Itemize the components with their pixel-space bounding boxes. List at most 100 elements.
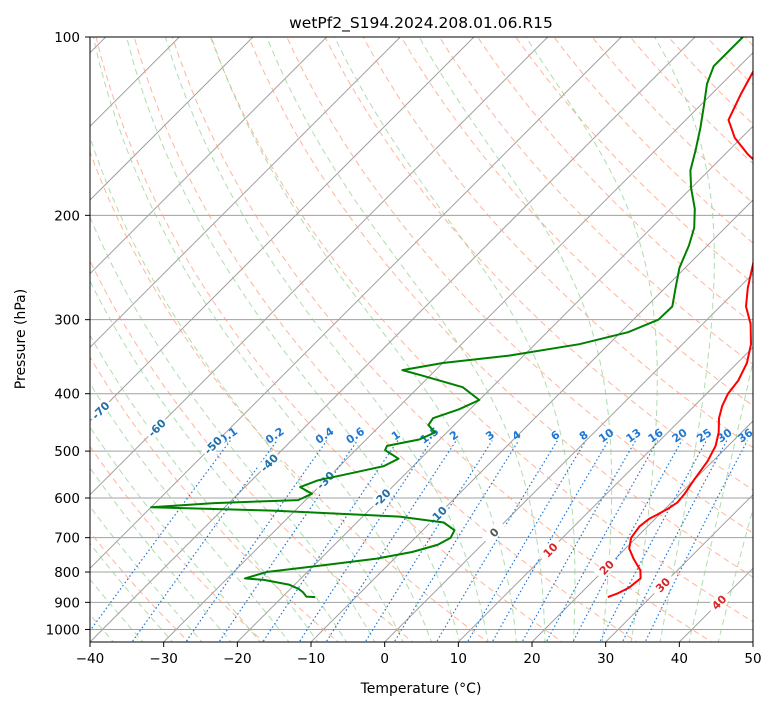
x-tick-label: −20 [223, 651, 252, 667]
y-axis-label: Pressure (hPa) [13, 289, 29, 389]
profile-lines [150, 37, 753, 599]
x-tick-label: 50 [744, 651, 761, 667]
mixing-ratio-line [131, 440, 278, 642]
moist-adiabat-line [90, 542, 174, 642]
dry-adiabat-line [477, 37, 753, 325]
isotherm-label-bg [706, 589, 732, 616]
isotherm-line [605, 493, 753, 642]
isotherm-label-bg [312, 467, 339, 493]
mixing-ratio-line [393, 440, 520, 642]
moist-adiabat-line [210, 37, 518, 642]
isotherm-label-bg [256, 450, 282, 476]
x-tick-label: −40 [76, 651, 105, 667]
moist-adiabat-line [164, 37, 489, 642]
x-tick-label: −30 [149, 651, 178, 667]
isotherm-label-bg [368, 484, 395, 511]
mixing-ratio-line [521, 440, 637, 642]
dry-adiabat-line [95, 37, 564, 642]
dry-adiabat-line [90, 259, 414, 642]
moist-adiabat-line [418, 37, 613, 642]
isotherm-line [90, 37, 549, 496]
x-tick-label: 20 [523, 651, 540, 667]
moist-adiabat-line [90, 334, 319, 642]
dry-adiabat-line [324, 37, 753, 491]
moist-adiabat-line [90, 215, 376, 642]
isotherm-line [90, 37, 328, 275]
mixing-ratio-line [621, 440, 728, 642]
isotherm-line [163, 51, 753, 642]
moist-adiabat-line [525, 37, 658, 642]
isotherm-line [236, 125, 753, 642]
dewpoint-profile-line [150, 37, 744, 599]
chart-title: wetPf2_S194.2024.208.01.06.R15 [289, 14, 553, 33]
mixing-ratio-line [545, 440, 659, 642]
isotherm-label-bg [144, 415, 170, 441]
mixing-ratio-label: 36 [735, 426, 755, 446]
mixing-ratio-line [491, 440, 609, 642]
moist-adiabat-line [90, 279, 347, 642]
x-tick-label: 10 [450, 651, 467, 667]
background-lines [90, 37, 753, 642]
axis-ticks: −40 −30 −20 −10 0 10 20 30 40 50 1000 900 800 700 600 5… [46, 30, 762, 667]
temperature-profile-line [607, 69, 753, 599]
moist-adiabat-line [334, 37, 576, 642]
x-tick-label: 0 [380, 651, 389, 667]
isotherm-label-bg [593, 554, 620, 581]
dry-adiabat-line [90, 445, 265, 642]
y-tick-label: 400 [54, 387, 80, 403]
isotherm-line [531, 420, 753, 642]
moist-adiabat-line [90, 505, 203, 642]
isotherm-line [457, 346, 753, 642]
moist-adiabat-line [654, 37, 715, 642]
isotherm-label-bg [537, 537, 564, 563]
moist-adiabat-line [717, 506, 753, 642]
isotherm-line [90, 37, 696, 642]
isotherm-label-bg [90, 397, 114, 424]
mixing-ratio-line [466, 440, 587, 642]
y-tick-label: 600 [54, 491, 80, 507]
dry-adiabat-line [400, 37, 753, 407]
isotherm-line [310, 199, 753, 642]
y-tick-label: 1000 [46, 622, 80, 638]
dry-adiabat-line [133, 37, 638, 642]
isotherm-label-bg [650, 572, 676, 598]
dry-adiabat-line [248, 37, 753, 578]
x-tick-label: 30 [597, 651, 614, 667]
isotherm-label-bg [481, 519, 507, 546]
dry-adiabat-line [171, 37, 713, 642]
moist-adiabat-line [92, 37, 432, 642]
moist-adiabat-line [90, 467, 232, 642]
mixing-ratio-line [364, 440, 493, 642]
mixing-ratio-line [298, 440, 432, 642]
moist-adiabat-line [688, 358, 753, 642]
isotherm-line [90, 37, 401, 349]
moist-adiabat-line [90, 578, 144, 642]
dry-adiabat-line [90, 356, 339, 642]
y-tick-label: 900 [54, 595, 80, 611]
mixing-ratio-line [435, 440, 558, 642]
y-tick-label: 300 [54, 313, 80, 329]
moist-adiabat-line [90, 382, 290, 642]
x-axis-label: Temperature (°C) [360, 681, 482, 697]
dry-adiabat-line [438, 37, 753, 365]
isotherm-line [90, 37, 254, 201]
dry-adiabat-line [362, 37, 753, 449]
isotherm-label-bg [200, 432, 226, 459]
moist-adiabat-line [90, 426, 261, 642]
isotherm-line [90, 37, 475, 422]
mixing-ratio-line [185, 440, 328, 642]
x-tick-label: −10 [297, 651, 326, 667]
isotherm-line [384, 272, 753, 642]
y-tick-label: 200 [54, 208, 80, 224]
mixing-ratio-line [325, 440, 457, 642]
mixing-ratio-line [262, 440, 399, 642]
y-tick-label: 100 [54, 30, 80, 46]
plot-frame [89, 36, 754, 643]
mixing-ratio-line [599, 440, 707, 642]
x-tick-label: 40 [671, 651, 688, 667]
y-tick-label: 700 [54, 531, 80, 547]
y-tick-label: 500 [54, 444, 80, 460]
y-tick-label: 800 [54, 565, 80, 581]
